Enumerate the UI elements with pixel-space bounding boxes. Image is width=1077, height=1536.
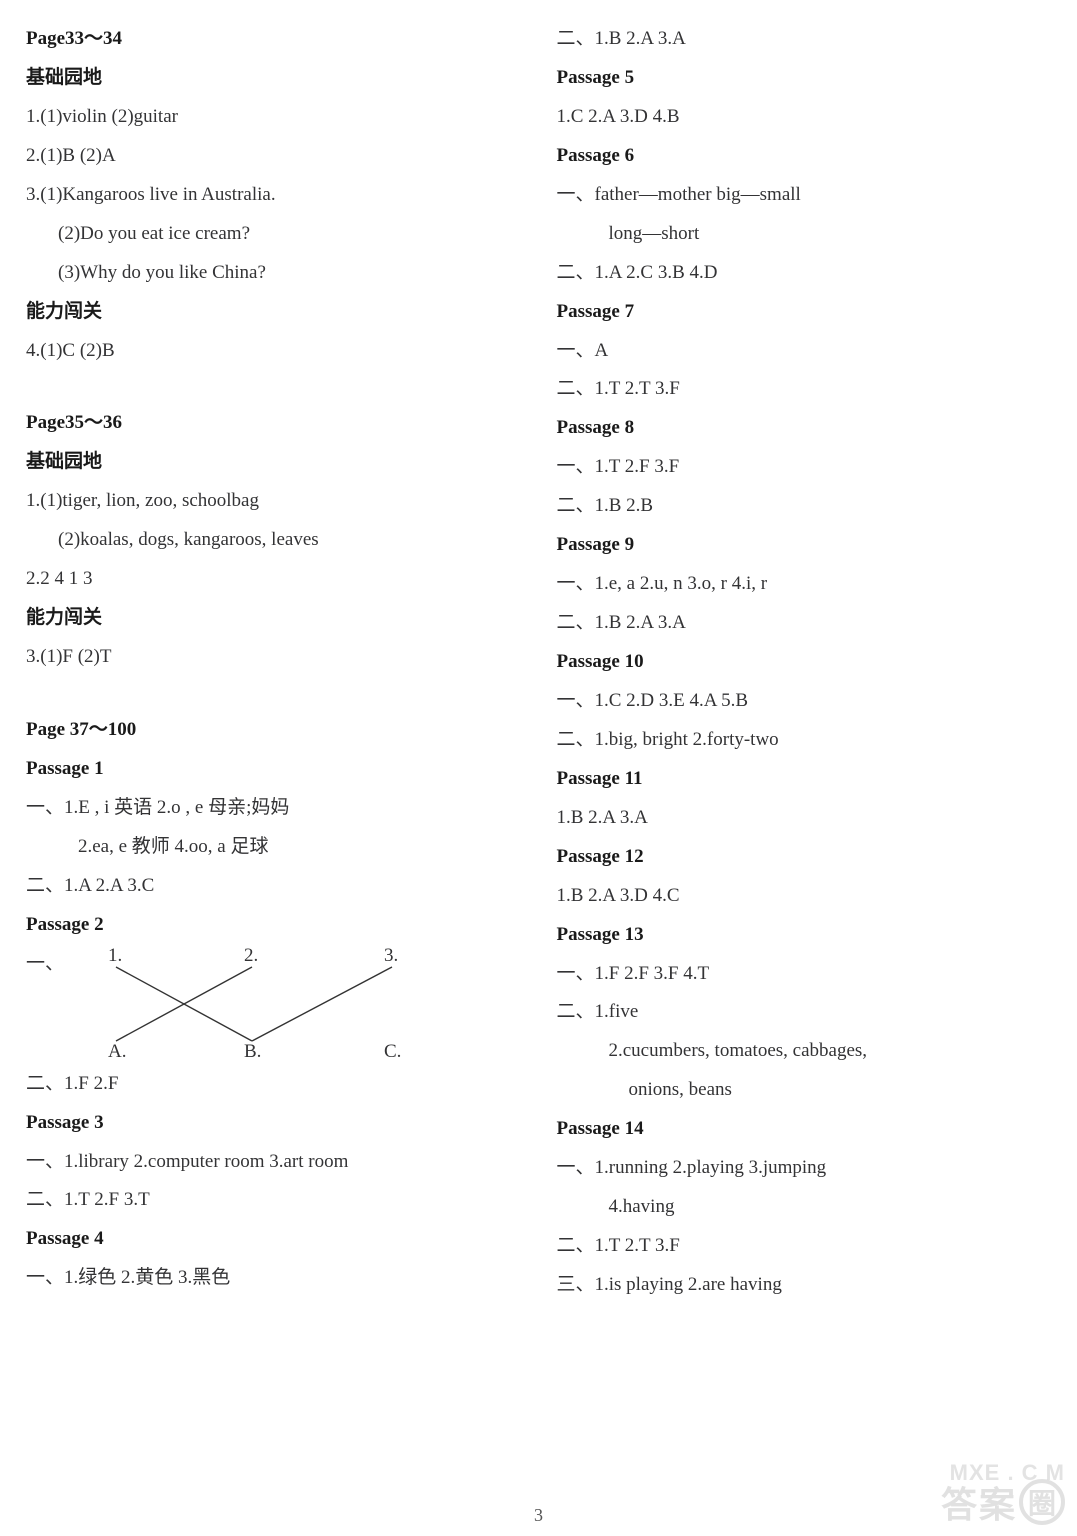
answer-line: 4.having [557, 1188, 1052, 1227]
passage-heading: Passage 3 [26, 1104, 521, 1143]
answer-line: 1.(1)violin (2)guitar [26, 98, 521, 137]
answer-line: (2)koalas, dogs, kangaroos, leaves [26, 521, 521, 560]
answer-line: 一、father—mother big—small [557, 176, 1052, 215]
answer-line: onions, beans [557, 1071, 1052, 1110]
answer-line: (2)Do you eat ice cream? [26, 215, 521, 254]
watermark: 答案 圈 [941, 1476, 1065, 1528]
answer-line: 二、1.T 2.T 3.F [557, 1227, 1052, 1266]
answer-line: 二、1.A 2.C 3.B 4.D [557, 254, 1052, 293]
subheading: 能力闯关 [26, 599, 521, 638]
answer-line: 一、1.C 2.D 3.E 4.A 5.B [557, 682, 1052, 721]
matching-diagram: 1. 2. 3. A. B. C. [64, 945, 444, 1065]
answer-line: 一、1.绿色 2.黄色 3.黑色 [26, 1259, 521, 1298]
passage-heading: Passage 9 [557, 526, 1052, 565]
passage-heading: Passage 6 [557, 137, 1052, 176]
subheading: 基础园地 [26, 59, 521, 98]
passage-heading: Passage 8 [557, 409, 1052, 448]
answer-line: 1.B 2.A 3.A [557, 799, 1052, 838]
answer-line: 2.cucumbers, tomatoes, cabbages, [557, 1032, 1052, 1071]
svg-text:3.: 3. [384, 945, 398, 966]
answer-line: 一、1.running 2.playing 3.jumping [557, 1149, 1052, 1188]
answer-line: 1.C 2.A 3.D 4.B [557, 98, 1052, 137]
answer-line: 二、1.F 2.F [26, 1065, 521, 1104]
answer-line: 一、1.e, a 2.u, n 3.o, r 4.i, r [557, 565, 1052, 604]
svg-text:B.: B. [244, 1041, 261, 1062]
answer-line: 1.B 2.A 3.D 4.C [557, 877, 1052, 916]
heading: Page33～34 [26, 20, 521, 59]
passage-heading: Passage 5 [557, 59, 1052, 98]
passage-heading: Passage 13 [557, 916, 1052, 955]
answer-line: long—short [557, 215, 1052, 254]
passage-heading: Passage 4 [26, 1220, 521, 1259]
answer-line: 二、1.T 2.F 3.T [26, 1181, 521, 1220]
subheading: 基础园地 [26, 443, 521, 482]
right-column: 二、1.B 2.A 3.A Passage 5 1.C 2.A 3.D 4.B … [539, 20, 1060, 1536]
spacer [26, 677, 521, 711]
svg-text:C.: C. [384, 1041, 401, 1062]
svg-text:1.: 1. [108, 945, 122, 966]
answer-line: 二、1.five [557, 993, 1052, 1032]
answer-line: 3.(1)Kangaroos live in Australia. [26, 176, 521, 215]
answer-line: 一、1.F 2.F 3.F 4.T [557, 955, 1052, 994]
spacer [26, 370, 521, 404]
answer-line: 二、1.B 2.B [557, 487, 1052, 526]
answer-line: 一、A [557, 332, 1052, 371]
subheading: 能力闯关 [26, 293, 521, 332]
answer-line: 1.(1)tiger, lion, zoo, schoolbag [26, 482, 521, 521]
answer-line: 二、1.B 2.A 3.A [557, 20, 1052, 59]
answer-line: 二、1.big, bright 2.forty-two [557, 721, 1052, 760]
heading: Page 37～100 [26, 711, 521, 750]
passage-heading: Passage 14 [557, 1110, 1052, 1149]
passage-heading: Passage 1 [26, 750, 521, 789]
answer-line: (3)Why do you like China? [26, 254, 521, 293]
answer-line: 一、1.T 2.F 3.F [557, 448, 1052, 487]
svg-text:2.: 2. [244, 945, 258, 966]
diagram-row: 一、 1. 2. 3. A. B. C. [26, 945, 521, 1065]
diagram-prefix: 一、 [26, 945, 64, 984]
answer-line: 4.(1)C (2)B [26, 332, 521, 371]
passage-heading: Passage 2 [26, 906, 521, 945]
answer-line: 2.2 4 1 3 [26, 560, 521, 599]
watermark-circle-icon: 圈 [1019, 1479, 1065, 1525]
page-number: 3 [0, 1505, 1077, 1526]
passage-heading: Passage 7 [557, 293, 1052, 332]
heading: Page35～36 [26, 404, 521, 443]
answer-line: 二、1.T 2.T 3.F [557, 370, 1052, 409]
page-container: Page33～34 基础园地 1.(1)violin (2)guitar 2.(… [0, 0, 1077, 1536]
left-column: Page33～34 基础园地 1.(1)violin (2)guitar 2.(… [18, 20, 539, 1536]
answer-line: 二、1.B 2.A 3.A [557, 604, 1052, 643]
answer-line: 三、1.is playing 2.are having [557, 1266, 1052, 1305]
answer-line: 二、1.A 2.A 3.C [26, 867, 521, 906]
answer-line: 一、1.E , i 英语 2.o , e 母亲;妈妈 [26, 789, 521, 828]
answer-line: 一、1.library 2.computer room 3.art room [26, 1143, 521, 1182]
svg-text:A.: A. [108, 1041, 126, 1062]
passage-heading: Passage 12 [557, 838, 1052, 877]
answer-line: 2.(1)B (2)A [26, 137, 521, 176]
passage-heading: Passage 11 [557, 760, 1052, 799]
watermark-text: 答案 [941, 1476, 1017, 1528]
answer-line: 3.(1)F (2)T [26, 638, 521, 677]
passage-heading: Passage 10 [557, 643, 1052, 682]
answer-line: 2.ea, e 教师 4.oo, a 足球 [26, 828, 521, 867]
